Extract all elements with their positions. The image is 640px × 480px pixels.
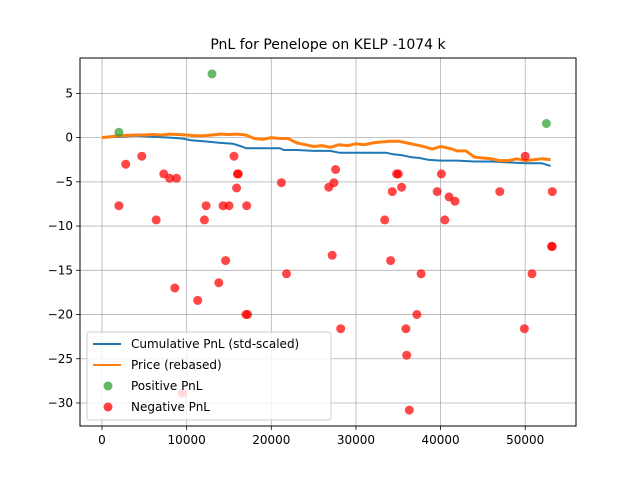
legend-label-positive: Positive PnL bbox=[131, 379, 203, 393]
negative-pnl-point bbox=[242, 201, 252, 211]
y-tick-label: −20 bbox=[48, 308, 73, 322]
negative-pnl-point bbox=[137, 151, 147, 161]
negative-pnl-point bbox=[114, 201, 124, 211]
y-tick-label: −25 bbox=[48, 352, 73, 366]
negative-pnl-point bbox=[151, 215, 161, 225]
negative-pnl-point bbox=[327, 250, 337, 260]
price-line bbox=[101, 132, 551, 163]
negative-pnl-point bbox=[165, 173, 175, 183]
legend-label-negative: Negative PnL bbox=[131, 400, 210, 414]
negative-pnl-point bbox=[393, 169, 403, 179]
legend-swatch-negative bbox=[103, 402, 113, 412]
negative-pnl-point bbox=[121, 159, 131, 169]
negative-pnl-point bbox=[214, 278, 224, 288]
x-tick-label: 40000 bbox=[421, 433, 459, 447]
negative-pnl-point bbox=[450, 196, 460, 206]
cumulative-pnl-line bbox=[101, 134, 551, 167]
negative-pnl-point bbox=[201, 201, 211, 211]
x-tick-label: 20000 bbox=[252, 433, 290, 447]
legend-swatch-positive bbox=[103, 381, 113, 391]
y-tick-label: 0 bbox=[65, 131, 73, 145]
x-tick-label: 30000 bbox=[337, 433, 375, 447]
negative-pnl-point bbox=[404, 405, 414, 415]
negative-pnl-point bbox=[402, 350, 412, 360]
y-tick-label: −15 bbox=[48, 263, 73, 277]
negative-pnl-point bbox=[380, 215, 390, 225]
negative-pnl-point bbox=[397, 182, 407, 192]
negative-pnl-point bbox=[401, 324, 411, 334]
y-tick-label: 5 bbox=[65, 86, 73, 100]
negative-pnl-point bbox=[519, 324, 529, 334]
y-tick-label: −30 bbox=[48, 396, 73, 410]
chart-title: PnL for Penelope on KELP -1074 k bbox=[210, 37, 446, 53]
negative-pnl-point bbox=[276, 178, 286, 188]
x-tick-label: 0 bbox=[98, 433, 106, 447]
x-axis: 0 10000 20000 30000 40000 50000 bbox=[98, 426, 544, 447]
negative-pnl-point bbox=[520, 151, 530, 161]
negative-pnl-point bbox=[416, 269, 426, 279]
negative-pnl-point bbox=[387, 187, 397, 197]
series-lines bbox=[101, 132, 551, 167]
negative-pnl-point bbox=[495, 187, 505, 197]
negative-pnl-point bbox=[331, 165, 341, 174]
negative-pnl-point bbox=[386, 256, 396, 266]
legend-label-cumulative: Cumulative PnL (std-scaled) bbox=[131, 337, 299, 351]
legend-label-price: Price (rebased) bbox=[131, 358, 222, 372]
legend: Cumulative PnL (std-scaled) Price (rebas… bbox=[86, 331, 332, 421]
plot-frame bbox=[79, 57, 577, 427]
x-tick-label: 10000 bbox=[168, 433, 206, 447]
positive-pnl-point bbox=[114, 127, 124, 137]
negative-pnl-point bbox=[193, 295, 203, 305]
negative-pnl-point bbox=[432, 187, 442, 197]
negative-pnl-point bbox=[527, 269, 537, 279]
positive-pnl-point bbox=[207, 69, 217, 79]
negative-pnl-point bbox=[282, 269, 291, 279]
negative-pnl-point bbox=[241, 310, 251, 319]
positive-pnl-point bbox=[541, 119, 551, 128]
negative-pnl-point bbox=[547, 241, 557, 251]
negative-pnl-point bbox=[172, 173, 181, 183]
negative-pnl-point bbox=[221, 256, 231, 266]
negative-pnl-point bbox=[547, 187, 557, 197]
negative-pnl-point bbox=[436, 169, 446, 179]
y-axis: 5 0 −5 −10 −15 −20 −25 −30 bbox=[48, 86, 80, 410]
x-tick-label: 50000 bbox=[506, 433, 544, 447]
negative-pnl-point bbox=[224, 201, 234, 211]
negative-pnl-point bbox=[233, 169, 243, 179]
negative-pnl-point bbox=[170, 283, 180, 293]
legend-box bbox=[86, 331, 332, 421]
negative-pnl-point bbox=[329, 178, 339, 188]
negative-pnl-point bbox=[336, 324, 346, 334]
negative-pnl-point bbox=[229, 151, 239, 161]
negative-pnl-point bbox=[199, 215, 209, 225]
negative-pnl-point bbox=[412, 310, 422, 319]
negative-pnl-point bbox=[440, 215, 450, 225]
y-tick-label: −5 bbox=[55, 175, 73, 189]
y-tick-label: −10 bbox=[48, 219, 73, 233]
negative-pnl-point bbox=[232, 183, 242, 193]
